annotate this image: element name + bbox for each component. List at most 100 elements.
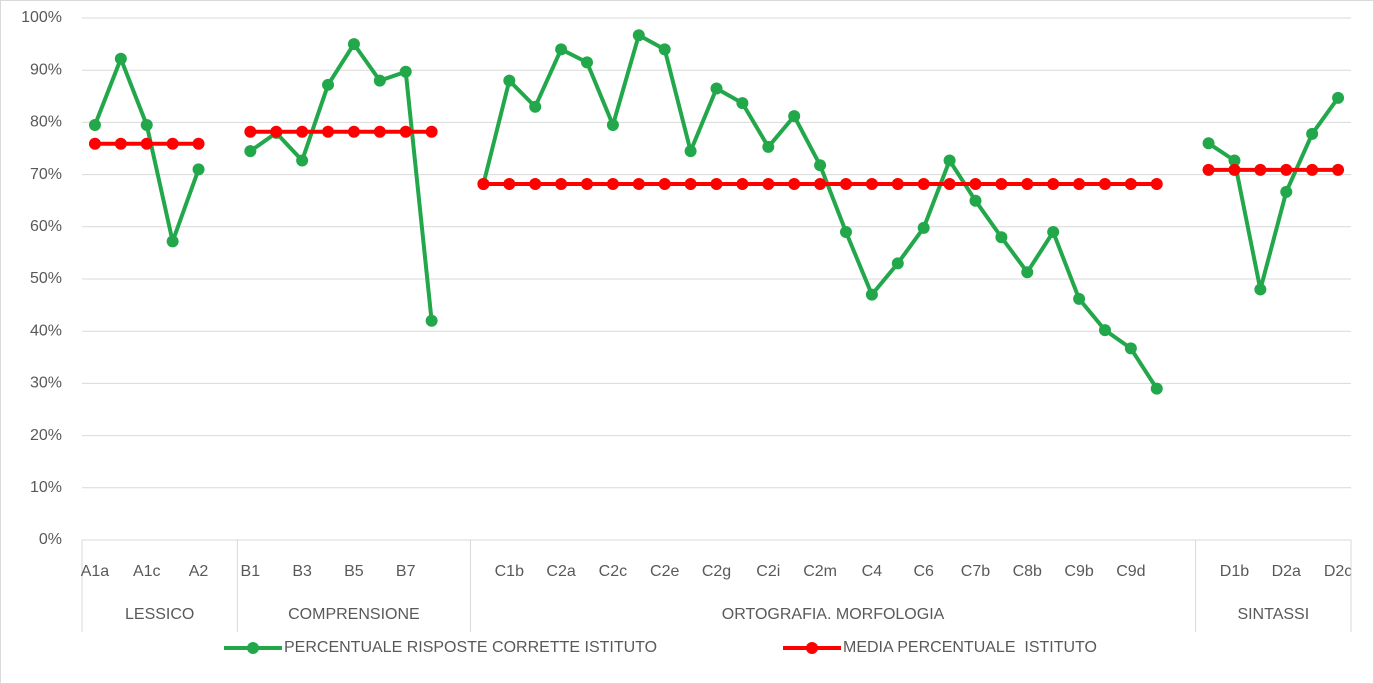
data-point (710, 82, 723, 95)
data-point (1073, 292, 1086, 305)
data-point (88, 119, 101, 132)
data-point (114, 137, 127, 150)
data-point (943, 177, 956, 190)
data-point (917, 221, 930, 234)
data-point (658, 43, 671, 56)
x-tick-label: A1a (81, 563, 110, 580)
y-tick-label: 100% (21, 9, 62, 26)
x-tick-label: C2m (803, 563, 837, 580)
y-tick-label: 50% (30, 270, 62, 287)
y-tick-label: 80% (30, 114, 62, 131)
legend-label: PERCENTUALE RISPOSTE CORRETTE ISTITUTO (284, 639, 657, 656)
data-point (399, 65, 412, 78)
data-point (1306, 127, 1319, 140)
x-tick-label: C6 (913, 563, 934, 580)
data-point (632, 177, 645, 190)
data-point (555, 43, 568, 56)
data-point (1047, 177, 1060, 190)
x-tick-label: C2i (756, 563, 780, 580)
data-point (296, 154, 309, 167)
data-point (1228, 163, 1241, 176)
x-tick-label: C9d (1116, 563, 1145, 580)
x-tick-label: C9b (1064, 563, 1093, 580)
data-point (684, 145, 697, 158)
data-point (891, 257, 904, 270)
legend-label: MEDIA PERCENTUALE ISTITUTO (843, 639, 1097, 656)
x-tick-label: C2a (546, 563, 575, 580)
group-label: ORTOGRAFIA. MORFOLOGIA (722, 606, 945, 623)
data-point (1280, 163, 1293, 176)
y-tick-label: 70% (30, 166, 62, 183)
group-label: COMPRENSIONE (288, 606, 420, 623)
data-point (1098, 324, 1111, 337)
y-tick-label: 10% (30, 479, 62, 496)
data-point (839, 226, 852, 239)
data-point (114, 52, 127, 65)
y-tick-label: 60% (30, 218, 62, 235)
data-point (632, 29, 645, 42)
x-tick-label: D2a (1272, 563, 1301, 580)
x-tick-label: C4 (862, 563, 883, 580)
data-point (1254, 283, 1267, 296)
x-tick-label: C2g (702, 563, 731, 580)
data-point (1021, 266, 1034, 279)
x-tick-label: B1 (241, 563, 261, 580)
data-point (1073, 177, 1086, 190)
data-point (814, 159, 827, 172)
data-point (373, 125, 386, 138)
data-point (684, 177, 697, 190)
data-point (503, 74, 516, 87)
data-point (166, 235, 179, 248)
data-point (762, 177, 775, 190)
data-point (736, 177, 749, 190)
data-point (477, 177, 490, 190)
legend-marker (806, 642, 818, 654)
data-point (1332, 91, 1345, 104)
y-tick-label: 90% (30, 61, 62, 78)
data-point (581, 56, 594, 69)
data-point (581, 177, 594, 190)
data-point (606, 119, 619, 132)
data-point (529, 100, 542, 113)
data-point (1124, 342, 1137, 355)
data-point (1047, 226, 1060, 239)
data-point (425, 125, 438, 138)
data-point (736, 97, 749, 110)
data-point (1021, 177, 1034, 190)
data-point (839, 177, 852, 190)
data-point (322, 125, 335, 138)
data-point (1124, 177, 1137, 190)
y-tick-label: 40% (30, 322, 62, 339)
x-tick-label: B5 (344, 563, 364, 580)
data-point (166, 137, 179, 150)
data-point (788, 110, 801, 123)
data-point (1280, 185, 1293, 198)
data-point (399, 125, 412, 138)
x-tick-label: C7b (961, 563, 990, 580)
x-tick-label: C2e (650, 563, 679, 580)
data-point (969, 194, 982, 207)
data-point (88, 137, 101, 150)
x-tick-label: B7 (396, 563, 416, 580)
data-point (1098, 177, 1111, 190)
data-point (814, 177, 827, 190)
data-point (140, 137, 153, 150)
data-point (1254, 163, 1267, 176)
x-tick-label: D2c (1324, 563, 1352, 580)
data-point (1228, 154, 1241, 167)
data-point (658, 177, 671, 190)
data-point (503, 177, 516, 190)
data-point (943, 154, 956, 167)
data-point (244, 145, 257, 158)
legend-marker (247, 642, 259, 654)
group-label: SINTASSI (1237, 606, 1309, 623)
data-point (995, 177, 1008, 190)
group-label: LESSICO (125, 606, 194, 623)
y-tick-label: 0% (39, 531, 62, 548)
data-point (606, 177, 619, 190)
data-point (891, 177, 904, 190)
x-tick-label: B3 (292, 563, 312, 580)
